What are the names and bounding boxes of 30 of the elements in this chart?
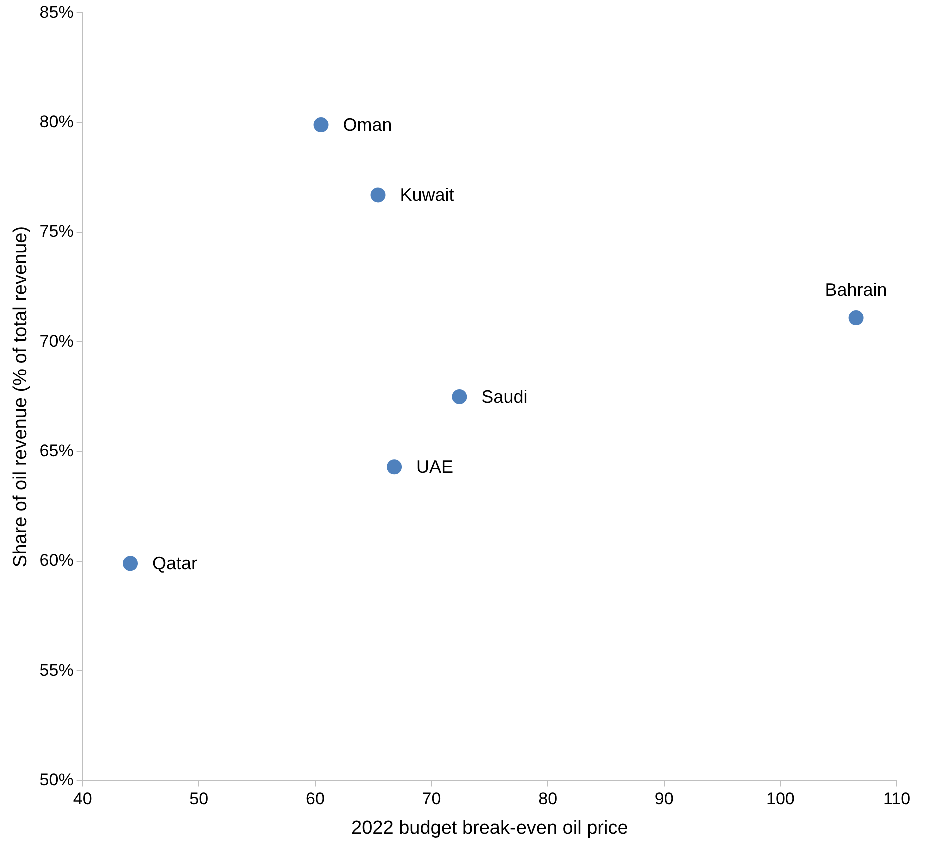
- y-tick-label: 70%: [40, 332, 74, 351]
- x-tick-label: 60: [306, 790, 325, 809]
- point: [452, 390, 468, 404]
- x-tick-label: 100: [766, 790, 795, 809]
- y-tick-label: 75%: [40, 222, 74, 242]
- point: [314, 118, 329, 133]
- annotation: UAE: [416, 457, 454, 478]
- annotation: Bahrain: [825, 280, 888, 300]
- y-tick-label: 55%: [40, 660, 74, 680]
- point: [387, 460, 402, 475]
- annotation: Saudi: [482, 386, 528, 407]
- point: [370, 188, 386, 203]
- y-tick-label: 80%: [40, 112, 74, 132]
- y-axis-title: Share of oil revenue (% of total revenue): [10, 226, 32, 568]
- y-tick-label: 85%: [40, 2, 74, 22]
- y-tick-label: 60%: [40, 551, 74, 570]
- x-tick-label: 50: [190, 790, 209, 809]
- x-tick-label: 80: [538, 790, 558, 809]
- x-tick-label: 90: [654, 790, 674, 809]
- x-tick-label: 110: [883, 790, 911, 809]
- point: [848, 310, 864, 326]
- y-tick-label: 65%: [40, 442, 74, 461]
- annotation: Kuwait: [400, 185, 454, 206]
- y-tick-label: 50%: [40, 770, 74, 790]
- point: [123, 556, 138, 572]
- annotation: Qatar: [152, 554, 198, 574]
- annotation: Oman: [343, 115, 392, 136]
- x-tick-label: 40: [73, 790, 92, 809]
- x-axis-title: 2022 budget break-even oil price: [352, 818, 628, 839]
- x-tick-label: 70: [422, 790, 442, 809]
